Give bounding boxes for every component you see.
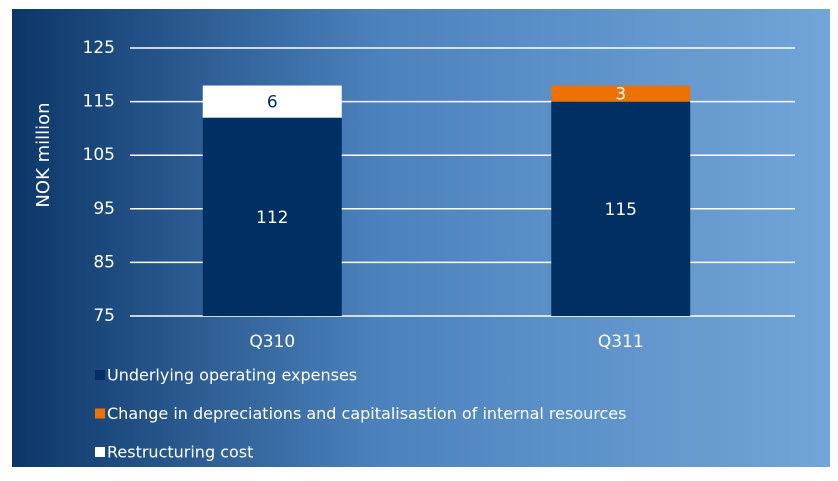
bar-segment	[202, 85, 342, 118]
y-tick-label: 85	[93, 252, 115, 272]
data-label: 3	[615, 85, 626, 105]
data-label: 112	[256, 208, 288, 228]
legend-swatch	[95, 447, 105, 457]
x-tick-label: Q310	[249, 332, 295, 352]
bar-segment	[551, 85, 691, 102]
legend-label: Underlying operating expenses	[107, 366, 357, 385]
legend-label: Change in depreciations and capitalisast…	[107, 404, 626, 423]
y-axis-label: NOK million	[33, 102, 54, 207]
background	[12, 9, 830, 467]
x-tick-label: Q311	[598, 332, 644, 352]
y-tick-label: 125	[83, 38, 115, 58]
y-tick-label: 75	[93, 306, 115, 326]
data-label: 115	[605, 200, 637, 220]
data-label: 6	[267, 93, 278, 113]
y-tick-label: 115	[83, 92, 115, 112]
y-tick-label: 95	[93, 199, 115, 219]
legend-swatch	[95, 408, 105, 419]
legend-label: Restructuring cost	[107, 443, 253, 462]
bar-segment	[551, 101, 691, 316]
bar-segment	[202, 117, 342, 317]
legend-swatch	[95, 370, 105, 380]
y-tick-label: 105	[83, 145, 115, 165]
